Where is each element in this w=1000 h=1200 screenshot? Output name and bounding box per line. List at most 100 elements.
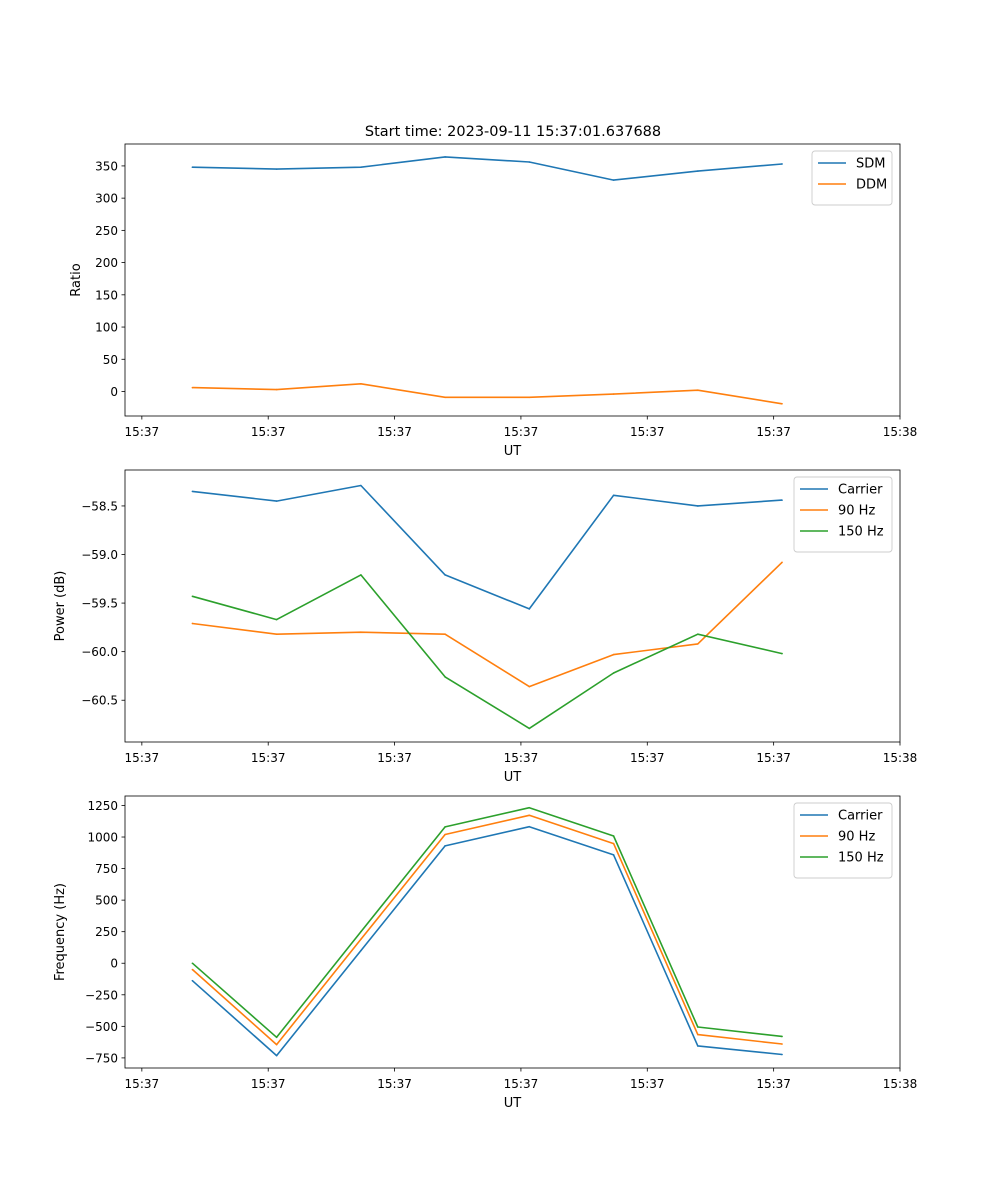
power-x-tick-label-7: 15:38 (883, 751, 918, 765)
ratio-x-axis-label: UT (504, 444, 522, 459)
frequency-x-tick-label-5: 15:37 (630, 1077, 665, 1091)
frequency-series-90-hz-point-5 (528, 814, 531, 817)
power-series-150-hz-point-4 (444, 676, 446, 678)
power-x-tick-label-5: 15:37 (630, 751, 665, 765)
power-series-90-hz-point-3 (360, 631, 362, 634)
power-legend-box (793, 476, 893, 553)
power-x-tick-label-4: 15:37 (504, 751, 539, 765)
frequency-series-carrier-point-8 (781, 1053, 783, 1056)
frequency-series-150-hz-point-5 (528, 806, 531, 809)
ratio-panel: 15:37 15:37 15:37 15:37 15:37 15:37 15:38 0 50 10… (69, 143, 918, 459)
ratio-series-sdm-line (192, 156, 783, 181)
ratio-x-tick-label-3: 15:37 (377, 425, 412, 439)
frequency-y-tick-label-2: −500 (85, 1020, 118, 1034)
power-axes-frame (124, 469, 901, 743)
power-x-tick-label-1: 15:37 (125, 751, 160, 765)
power-series-carrier-point-6 (612, 494, 615, 497)
frequency-y-tick-label-1: −750 (85, 1051, 118, 1065)
ratio-series-ddm-point-1 (191, 386, 194, 389)
ratio-series-ddm-point-3 (360, 382, 362, 385)
frequency-series-90-hz-point-8 (781, 1043, 783, 1045)
ratio-x-tick-label-6: 15:37 (756, 425, 791, 439)
frequency-x-tick-label-2: 15:37 (251, 1077, 286, 1091)
frequency-series-carrier-point-2 (275, 1054, 278, 1057)
power-series-carrier-point-1 (191, 490, 194, 493)
frequency-legend-label-90-hz: 90 Hz (838, 830, 875, 845)
frequency-y-tick-label-7: 750 (95, 862, 118, 876)
frequency-series-150-hz-line (191, 806, 783, 1039)
ratio-series-ddm-point-5 (528, 396, 531, 399)
frequency-y-tick-label-6: 500 (95, 894, 118, 908)
figure-title: Start time: 2023-09-11 15:37:01.637688 (365, 124, 661, 140)
power-y-tick-label-1: −60.5 (81, 694, 118, 708)
power-series-carrier-point-2 (275, 500, 278, 502)
ratio-series-sdm-point-6 (612, 179, 615, 181)
frequency-y-tick-label-5: 250 (95, 925, 118, 939)
power-y-tick-label-4: −59.0 (81, 548, 118, 562)
frequency-series-carrier-point-1 (191, 979, 194, 982)
ratio-x-tick-label-7: 15:38 (883, 425, 918, 439)
frequency-series-150-hz-point-6 (612, 835, 615, 837)
power-x-axis-label: UT (504, 770, 522, 785)
frequency-series-90-hz-point-1 (191, 968, 194, 971)
power-legend: Carrier 90 Hz 150 Hz (793, 476, 893, 553)
frequency-series-150-hz-point-4 (444, 826, 446, 828)
power-x-tick-label-6: 15:37 (756, 751, 791, 765)
frequency-series-150-hz-point-2 (275, 1036, 278, 1039)
ratio-legend-box (811, 150, 893, 206)
ratio-x-tick-label-5: 15:37 (630, 425, 665, 439)
frequency-series-carrier-point-5 (528, 825, 531, 828)
frequency-series-150-hz-point-7 (697, 1026, 699, 1028)
power-series-90-hz-point-8 (781, 561, 783, 564)
frequency-panel: 15:37 15:37 15:37 15:37 15:37 15:37 15:38 −750 −… (53, 795, 918, 1111)
power-series-90-hz-point-5 (528, 685, 531, 688)
ratio-legend: SDM DDM (811, 150, 893, 206)
frequency-legend-label-carrier: Carrier (838, 809, 883, 824)
frequency-series-150-hz-point-8 (781, 1035, 783, 1038)
power-series-150-hz-point-3 (360, 574, 362, 576)
power-legend-label-90-hz: 90 Hz (838, 504, 875, 519)
ratio-series-sdm-point-4 (444, 156, 446, 158)
ratio-y-tick-label-3: 100 (95, 321, 118, 335)
frequency-x-tick-label-4: 15:37 (504, 1077, 539, 1091)
ratio-series-sdm-point-3 (360, 166, 362, 169)
frequency-x-tick-label-3: 15:37 (377, 1077, 412, 1091)
frequency-series-150-hz-point-3 (360, 930, 362, 933)
power-series-150-hz-point-8 (781, 652, 783, 655)
power-y-tick-label-2: −60.0 (81, 645, 118, 659)
power-y-tick-label-5: −58.5 (81, 499, 118, 513)
frequency-series-carrier-line (191, 825, 783, 1057)
power-legend-label-carrier: Carrier (838, 483, 883, 498)
ratio-y-tick-label-4: 150 (95, 288, 118, 302)
ratio-series-ddm-point-7 (697, 389, 699, 392)
frequency-x-tick-label-1: 15:37 (125, 1077, 160, 1091)
ratio-y-tick-label-8: 350 (95, 159, 118, 173)
frequency-y-axis-label: Frequency (Hz) (53, 883, 68, 981)
frequency-legend-label-150-hz: 150 Hz (838, 851, 884, 866)
frequency-x-tick-label-7: 15:38 (883, 1077, 918, 1091)
ratio-series-ddm-point-4 (444, 396, 446, 399)
ratio-series-ddm-point-8 (781, 402, 783, 405)
ratio-series-sdm-point-1 (191, 166, 194, 169)
ratio-x-tick-label-1: 15:37 (125, 425, 160, 439)
power-series-carrier-point-7 (697, 505, 699, 507)
frequency-series-carrier-point-7 (697, 1045, 699, 1047)
power-series-carrier-point-4 (444, 574, 446, 576)
power-series-90-hz-point-4 (444, 633, 446, 635)
power-legend-label-150-hz: 150 Hz (838, 525, 884, 540)
power-series-carrier-point-3 (360, 484, 362, 487)
frequency-series-carrier-point-6 (612, 854, 615, 856)
power-series-90-hz-point-7 (697, 643, 699, 645)
frequency-series-carrier-point-3 (360, 949, 362, 952)
ratio-series-sdm-point-8 (781, 163, 783, 165)
power-series-90-hz-line (192, 561, 783, 688)
frequency-series-carrier-point-4 (444, 845, 446, 847)
power-series-carrier-line (192, 484, 783, 610)
power-series-150-hz-point-6 (612, 672, 615, 674)
frequency-x-axis-label: UT (504, 1096, 522, 1111)
ratio-y-tick-label-6: 250 (95, 224, 118, 238)
power-series-90-hz-point-2 (275, 633, 278, 635)
frequency-series-150-hz-point-1 (191, 962, 194, 965)
frequency-series-90-hz-line (191, 814, 783, 1046)
